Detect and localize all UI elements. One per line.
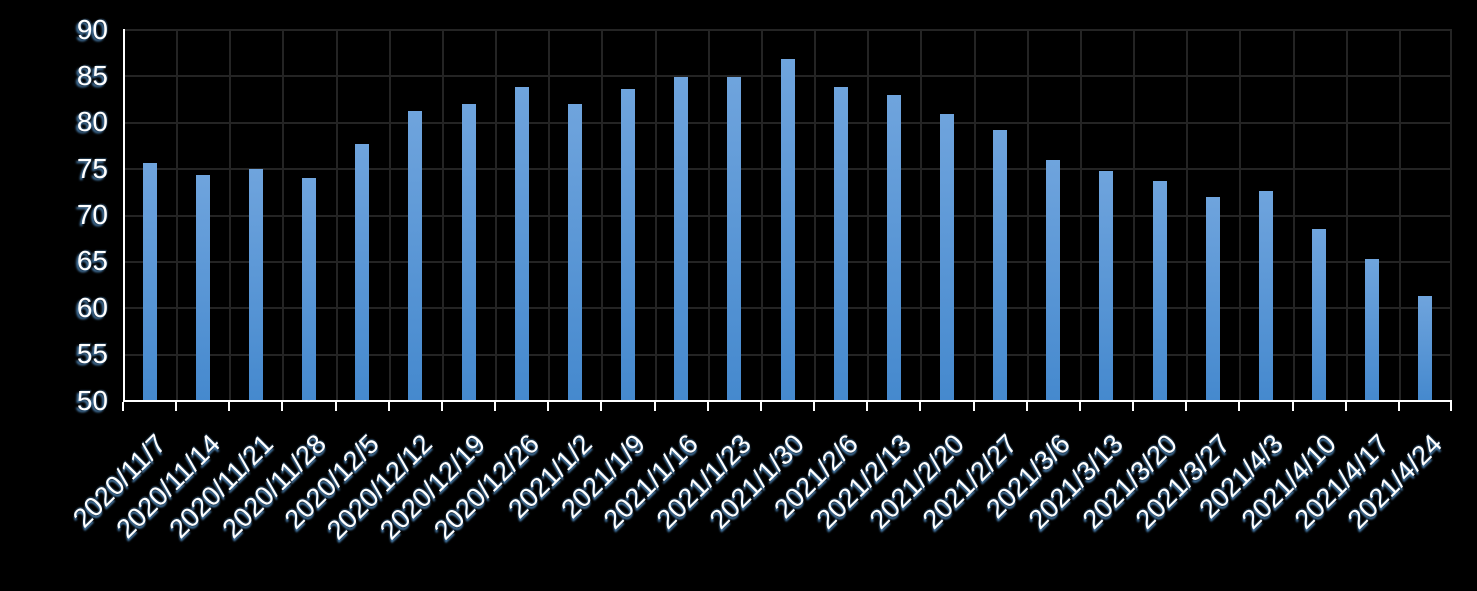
- x-axis-tick: [1291, 402, 1294, 411]
- x-axis-tick: [600, 402, 603, 411]
- gridline-v: [760, 29, 763, 400]
- chart-bar-2021/1/2: [567, 104, 582, 400]
- chart-bar-2020/12/19: [461, 104, 476, 400]
- x-axis-tick: [813, 402, 816, 411]
- x-axis-tick: [334, 402, 337, 411]
- x-axis-tick: [281, 402, 284, 411]
- chart-bar-2020/12/12: [408, 110, 423, 400]
- gridline-v: [867, 29, 870, 400]
- x-axis-tick: [440, 402, 443, 411]
- x-axis-tick: [494, 402, 497, 411]
- gridline-v: [920, 29, 923, 400]
- x-axis-tick: [706, 402, 709, 411]
- chart-bar-2021/1/16: [674, 77, 689, 400]
- chart-bar-2021/2/27: [993, 130, 1008, 400]
- chart-bar-2021/1/9: [621, 89, 636, 400]
- x-axis-tick: [919, 402, 922, 411]
- y-axis-label-85: 85: [76, 59, 108, 91]
- chart-bar-2021/3/13: [1099, 170, 1114, 400]
- plot-area: [123, 29, 1452, 402]
- gridline-v: [388, 29, 391, 400]
- x-axis-tick: [1238, 402, 1241, 411]
- x-axis-tick: [1397, 402, 1400, 411]
- gridline-v: [1026, 29, 1029, 400]
- y-axis-label-75: 75: [76, 152, 108, 184]
- y-axis-label-65: 65: [76, 245, 108, 277]
- y-axis-label-80: 80: [76, 106, 108, 138]
- chart-bar-2021/3/27: [1205, 196, 1220, 400]
- chart-bar-2021/4/10: [1312, 229, 1327, 400]
- y-axis-label-50: 50: [76, 384, 108, 416]
- x-axis-tick: [547, 402, 550, 411]
- gridline-h-90: [125, 29, 1452, 31]
- y-axis-label-90: 90: [76, 13, 108, 45]
- x-axis-tick: [1132, 402, 1135, 411]
- gridline-v: [229, 29, 232, 400]
- gridline-v: [1292, 29, 1295, 400]
- gridline-v: [441, 29, 444, 400]
- gridline-v: [282, 29, 285, 400]
- x-axis-tick: [1185, 402, 1188, 411]
- chart-bar-2021/3/6: [1046, 159, 1061, 400]
- gridline-v: [1398, 29, 1401, 400]
- chart-bar-2021/2/6: [833, 87, 848, 400]
- x-axis-tick: [122, 402, 124, 411]
- gridline-v: [1345, 29, 1348, 400]
- x-axis-tick: [387, 402, 390, 411]
- gridline-v: [601, 29, 604, 400]
- chart-bar-2021/4/24: [1418, 296, 1433, 400]
- x-axis-tick: [866, 402, 869, 411]
- gridline-v: [1133, 29, 1136, 400]
- x-axis-tick: [1344, 402, 1347, 411]
- chart-bar-2020/11/28: [302, 178, 317, 400]
- chart-bar-2021/2/13: [886, 94, 901, 400]
- x-axis-tick: [653, 402, 656, 411]
- gridline-v: [1239, 29, 1242, 400]
- y-axis-label-60: 60: [76, 291, 108, 323]
- x-axis-tick: [228, 402, 231, 411]
- gridline-v: [707, 29, 710, 400]
- chart-bar-2021/3/20: [1152, 181, 1167, 400]
- gridline-v: [548, 29, 551, 400]
- gridline-v: [1079, 29, 1082, 400]
- chart-bar-2020/11/21: [248, 169, 263, 400]
- y-axis-label-70: 70: [76, 199, 108, 230]
- gridline-v: [495, 29, 498, 400]
- gridline-v: [1450, 29, 1452, 400]
- x-axis-tick: [972, 402, 975, 411]
- gridline-v: [1186, 29, 1189, 400]
- y-axis-label-55: 55: [76, 338, 108, 370]
- x-axis-tick: [1078, 402, 1081, 411]
- x-axis-tick: [1450, 402, 1452, 411]
- gridline-v: [335, 29, 338, 400]
- gridline-v: [176, 29, 179, 400]
- chart-bar-2021/1/23: [727, 77, 742, 400]
- chart-bar-2020/12/5: [355, 144, 370, 400]
- chart-bar-2021/4/3: [1258, 191, 1273, 400]
- chart-bar-2021/2/20: [939, 114, 954, 400]
- x-axis-tick: [175, 402, 178, 411]
- gridline-v: [973, 29, 976, 400]
- chart-bar-2020/11/14: [195, 174, 210, 400]
- chart-bar-2020/11/7: [142, 162, 157, 400]
- x-axis-tick: [759, 402, 762, 411]
- x-axis-tick: [1025, 402, 1028, 411]
- gridline-v: [654, 29, 657, 400]
- chart-bar-2021/4/17: [1365, 259, 1380, 400]
- chart-bar-2021/1/30: [780, 58, 795, 400]
- gridline-v: [814, 29, 817, 400]
- chart-bar-2020/12/26: [514, 87, 529, 400]
